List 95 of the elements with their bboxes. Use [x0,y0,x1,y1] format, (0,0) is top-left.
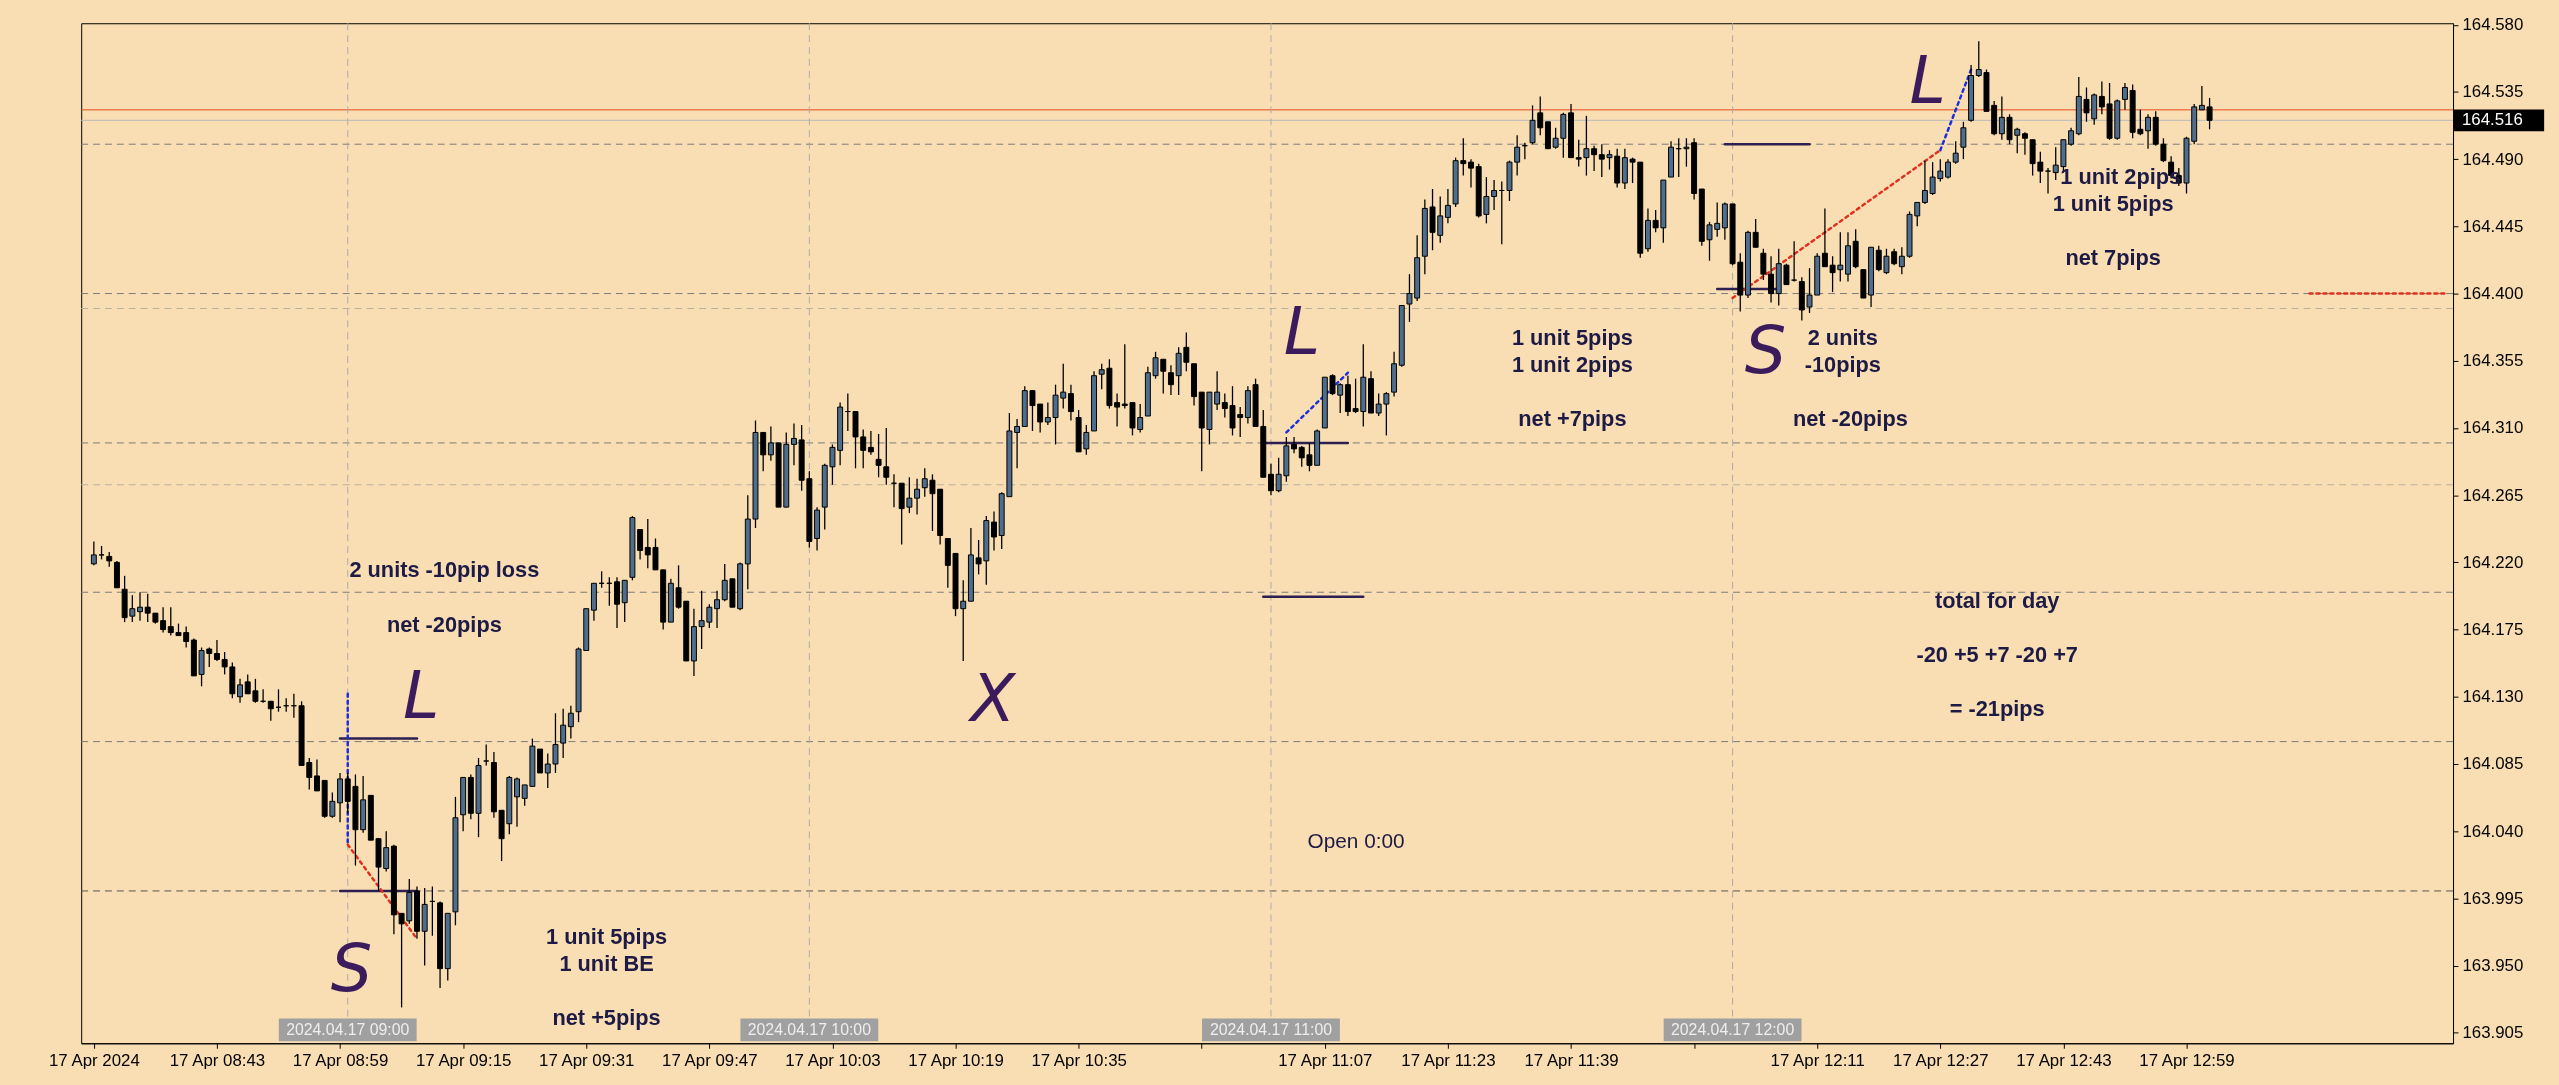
y-tick-label: 164.310 [2462,418,2524,438]
candlestick [614,576,620,629]
y-tick-label: 164.490 [2462,149,2524,169]
candlestick [714,590,721,629]
annotation: -20 +5 +7 -20 +7 [1916,641,2078,667]
candlestick [2145,113,2152,150]
candlestick [267,700,274,722]
candlestick [875,433,882,478]
candlestick [1468,158,1474,189]
candlestick [1952,140,1959,165]
ref-line-label: 2024.04.17 10:00 [747,1020,872,1038]
annotation: = -21pips [1949,695,2045,721]
candlestick [1291,436,1298,455]
y-tick-label: 164.040 [2462,821,2524,841]
x-tick-label: 17 Apr 12:11 [1770,1050,1865,1070]
x-tick-label: 17 Apr 10:03 [785,1050,881,1070]
candlestick [514,776,520,828]
x-tick-label: 17 Apr 2024 [48,1050,140,1070]
annotation: 1 unit 5pips [546,924,668,950]
y-tick-label: 164.445 [2462,216,2524,236]
x-tick-label: 17 Apr 09:31 [539,1050,635,1070]
x-tick-label: 17 Apr 12:27 [1893,1050,1989,1070]
candlestick [1960,121,1967,160]
x-tick-label: 17 Apr 10:35 [1031,1050,1127,1070]
y-tick-label: 164.400 [2462,284,2524,304]
annotation: S [1744,312,1787,389]
annotation: -10pips [1804,352,1881,378]
candlestick [1067,384,1074,422]
annotation: net 7pips [2065,244,2161,270]
y-tick-label: 163.995 [2462,888,2524,908]
candlestick [337,772,344,823]
x-tick-label: 17 Apr 10:19 [908,1050,1004,1070]
y-tick-label: 164.580 [2462,15,2524,35]
x-tick-label: 17 Apr 12:43 [2016,1050,2112,1070]
candlestick [1752,218,1759,248]
candlestick [560,708,567,759]
x-tick-label: 17 Apr 09:15 [415,1050,512,1070]
y-tick-label: 164.535 [2462,82,2524,102]
x-tick-label: 17 Apr 12:59 [2139,1050,2235,1070]
annotation: L [1909,41,1946,118]
x-tick-label: 17 Apr 11:07 [1278,1050,1373,1070]
candlestick [1267,463,1274,496]
annotation: 1 unit 5pips [2052,190,2174,216]
candlestick [790,422,797,466]
annotation: 1 unit BE [559,951,654,977]
y-tick-label: 164.265 [2462,485,2524,505]
y-tick-label: 164.085 [2462,754,2524,774]
y-tick-label: 164.220 [2462,552,2524,572]
candlestick [883,427,890,486]
candlestick [2121,82,2128,111]
candlestick [213,639,220,662]
candlestick [137,591,143,622]
annotation: X [967,660,1017,737]
annotation: 1 unit 2pips [1511,352,1633,378]
candlestick [2021,131,2028,156]
candlestick [313,758,320,792]
annotation: S [330,930,373,1007]
candlestick [914,478,921,516]
candlestick [867,430,874,456]
candlestick [621,579,628,623]
annotation: net -20pips [386,612,502,637]
annotation: net -20pips [1792,405,1908,431]
y-tick-label: 164.130 [2462,687,2524,707]
candlestick [237,678,244,704]
y-tick-label: 164.355 [2462,351,2524,371]
candlestick [567,705,574,740]
candlestick [991,510,997,552]
x-tick-label: 17 Apr 08:59 [292,1050,389,1070]
y-tick-label: 163.950 [2462,956,2524,976]
x-tick-label: 17 Apr 08:43 [169,1050,266,1070]
annotation: L [402,657,440,734]
annotation: 2 units [1807,325,1878,351]
annotation: 2 units -10pip loss [349,556,540,582]
ref-line-label: 2024.04.17 11:00 [1209,1020,1333,1038]
candlestick [1167,364,1174,396]
candlestick [1760,248,1767,281]
ref-line-label: 164.516 [2461,110,2523,130]
x-tick-label: 17 Apr 09:47 [662,1050,758,1070]
x-tick-label: 17 Apr 11:23 [1401,1050,1496,1070]
annotation: total for day [1934,588,2060,614]
annotation: Open 0:00 [1307,828,1405,852]
candlestick [1945,158,1951,180]
y-tick-label: 163.905 [2462,1023,2524,1043]
ref-line-label: 2024.04.17 12:00 [1670,1020,1795,1038]
annotation: L [1283,292,1321,369]
candlestick [1768,255,1775,304]
annotation: net +5pips [552,1004,661,1030]
candlestick [1791,240,1798,283]
x-tick-label: 17 Apr 11:39 [1524,1050,1619,1070]
ref-line-label: 2024.04.17 09:00 [286,1020,410,1038]
annotation: net +7pips [1518,405,1627,431]
y-tick-label: 164.175 [2462,620,2524,640]
candlestick [483,743,490,767]
candlestick [1444,188,1451,225]
annotation: 1 unit 5pips [1511,325,1633,351]
